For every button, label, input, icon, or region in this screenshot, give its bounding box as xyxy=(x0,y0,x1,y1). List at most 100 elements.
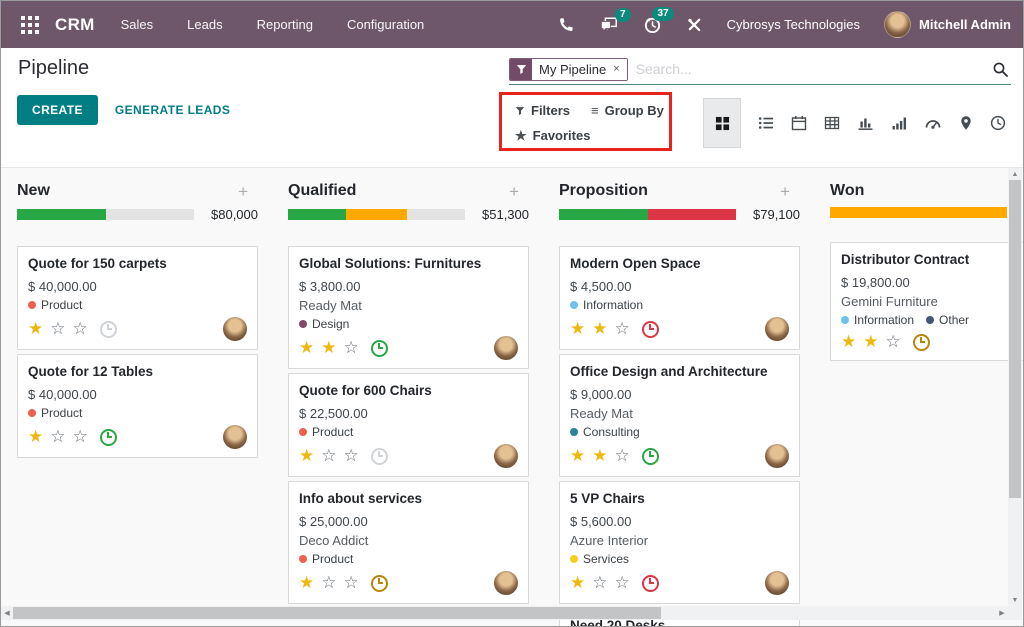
view-activity-icon[interactable] xyxy=(990,115,1006,131)
tag-color-dot xyxy=(299,555,307,563)
messages-badge: 7 xyxy=(615,7,631,22)
scroll-right-icon[interactable]: ▶ xyxy=(999,610,1005,617)
user-menu[interactable]: Mitchell Admin xyxy=(884,11,1011,38)
voip-phone-icon[interactable] xyxy=(558,16,575,33)
view-dashboard-icon[interactable] xyxy=(924,115,942,131)
group-by-menu[interactable]: ≡ Group By xyxy=(591,103,664,118)
view-graph-icon[interactable] xyxy=(857,115,874,131)
filters-menu[interactable]: Filters xyxy=(515,103,570,118)
activity-clock-icon[interactable] xyxy=(370,339,388,357)
salesperson-avatar[interactable] xyxy=(223,317,247,341)
lead-revenue: $ 40,000.00 xyxy=(28,279,97,294)
search-input[interactable] xyxy=(627,59,992,79)
activity-clock-icon[interactable] xyxy=(99,320,117,338)
view-calendar-icon[interactable] xyxy=(791,115,807,131)
debug-tools-icon[interactable] xyxy=(686,16,703,33)
column-progressbar[interactable] xyxy=(17,209,194,220)
add-lead-icon[interactable]: + xyxy=(509,181,519,201)
lead-tag: Consulting xyxy=(570,425,640,439)
horizontal-scrollbar[interactable]: ◀ ▶ xyxy=(1,606,1008,620)
salesperson-avatar[interactable] xyxy=(223,425,247,449)
activity-clock-icon[interactable] xyxy=(641,320,659,338)
salesperson-avatar[interactable] xyxy=(494,336,518,360)
lead-partner: Ready Mat xyxy=(570,406,633,421)
view-cohort-icon[interactable] xyxy=(891,115,907,131)
priority-stars[interactable]: ★ ★ ☆ xyxy=(299,338,359,357)
column-progressbar[interactable] xyxy=(559,209,736,220)
view-list-icon[interactable] xyxy=(758,115,774,131)
view-pivot-icon[interactable] xyxy=(824,115,840,131)
lead-title: Distributor Contract xyxy=(841,252,970,267)
salesperson-avatar[interactable] xyxy=(494,444,518,468)
priority-stars[interactable]: ★ ☆ ☆ xyxy=(570,573,630,592)
column-title: New xyxy=(17,182,50,199)
scroll-up-icon[interactable]: ▲ xyxy=(1011,170,1019,178)
activity-clock-icon[interactable] xyxy=(641,447,659,465)
tag-color-dot xyxy=(570,428,578,436)
kanban-card[interactable]: Quote for 150 carpets $ 40,000.00 Produc… xyxy=(17,246,258,350)
lead-revenue: $ 25,000.00 xyxy=(299,514,368,529)
activity-clock-icon[interactable] xyxy=(912,333,930,351)
view-map-icon[interactable] xyxy=(959,115,973,131)
activity-clock-icon[interactable] xyxy=(641,574,659,592)
menu-configuration[interactable]: Configuration xyxy=(346,17,425,32)
search-icon[interactable] xyxy=(992,61,1011,78)
column-progressbar[interactable] xyxy=(288,209,465,220)
facet-remove-icon[interactable]: × xyxy=(613,58,627,80)
scroll-down-icon[interactable]: ▼ xyxy=(1011,596,1019,604)
scroll-left-icon[interactable]: ◀ xyxy=(4,610,10,617)
company-name[interactable]: Cybrosys Technologies xyxy=(726,17,861,32)
messages-icon[interactable]: 7 xyxy=(599,7,631,34)
kanban-card[interactable]: Distributor Contract $ 19,800.00 Gemini … xyxy=(830,242,1023,361)
lead-title: Quote for 600 Chairs xyxy=(299,383,432,398)
menu-sales[interactable]: Sales xyxy=(120,17,154,32)
create-button[interactable]: CREATE xyxy=(17,95,98,125)
generate-leads-button[interactable]: GENERATE LEADS xyxy=(114,103,231,117)
lead-revenue: $ 4,500.00 xyxy=(570,279,632,294)
column-total: $51,300 xyxy=(482,207,529,222)
priority-stars[interactable]: ★ ☆ ☆ xyxy=(28,319,88,338)
view-kanban-icon[interactable] xyxy=(703,98,741,148)
kanban-card[interactable]: Global Solutions: Furnitures $ 3,800.00 … xyxy=(288,246,529,369)
lead-title: Info about services xyxy=(299,491,423,506)
apps-menu-icon[interactable] xyxy=(13,1,47,48)
tag-color-dot xyxy=(570,301,578,309)
priority-stars[interactable]: ★ ★ ☆ xyxy=(841,332,901,351)
activity-clock-icon[interactable] xyxy=(370,447,388,465)
vertical-scrollbar-thumb[interactable] xyxy=(1009,180,1021,498)
lead-title: Quote for 12 Tables xyxy=(28,364,154,379)
kanban-card[interactable]: Office Design and Architecture $ 9,000.0… xyxy=(559,354,800,477)
lead-tag: Information xyxy=(570,298,643,312)
tag-color-dot xyxy=(926,316,935,324)
horizontal-scrollbar-thumb[interactable] xyxy=(13,607,661,619)
priority-stars[interactable]: ★ ★ ☆ xyxy=(570,446,630,465)
kanban-card[interactable]: 5 VP Chairs $ 5,600.00 Azure Interior Se… xyxy=(559,481,800,604)
favorites-menu[interactable]: ★ Favorites xyxy=(515,128,591,143)
salesperson-avatar[interactable] xyxy=(765,571,789,595)
lead-tag: Information xyxy=(841,313,914,327)
salesperson-avatar[interactable] xyxy=(494,571,518,595)
vertical-scrollbar[interactable]: ▲ ▼ xyxy=(1008,168,1022,606)
salesperson-avatar[interactable] xyxy=(765,317,789,341)
priority-stars[interactable]: ★ ☆ ☆ xyxy=(299,446,359,465)
kanban-card[interactable]: Quote for 12 Tables $ 40,000.00 Product … xyxy=(17,354,258,458)
view-switcher xyxy=(703,98,1006,148)
add-lead-icon[interactable]: + xyxy=(780,181,790,201)
priority-stars[interactable]: ★ ★ ☆ xyxy=(570,319,630,338)
menu-reporting[interactable]: Reporting xyxy=(256,17,313,32)
column-progressbar[interactable] xyxy=(830,207,1007,218)
activities-icon[interactable]: 37 xyxy=(643,7,674,34)
priority-stars[interactable]: ★ ☆ ☆ xyxy=(28,427,88,446)
add-lead-icon[interactable]: + xyxy=(238,181,248,201)
menu-leads[interactable]: Leads xyxy=(187,17,223,32)
priority-stars[interactable]: ★ ☆ ☆ xyxy=(299,573,359,592)
salesperson-avatar[interactable] xyxy=(765,444,789,468)
activity-clock-icon[interactable] xyxy=(99,428,117,446)
activity-clock-icon[interactable] xyxy=(370,574,388,592)
kanban-card[interactable]: Info about services $ 25,000.00 Deco Add… xyxy=(288,481,529,604)
lead-partner: Ready Mat xyxy=(299,298,362,313)
kanban-card[interactable]: Modern Open Space $ 4,500.00 Information… xyxy=(559,246,800,350)
app-brand[interactable]: CRM xyxy=(55,14,95,34)
lead-tag: Product xyxy=(299,425,353,439)
kanban-card[interactable]: Quote for 600 Chairs $ 22,500.00 Product… xyxy=(288,373,529,477)
